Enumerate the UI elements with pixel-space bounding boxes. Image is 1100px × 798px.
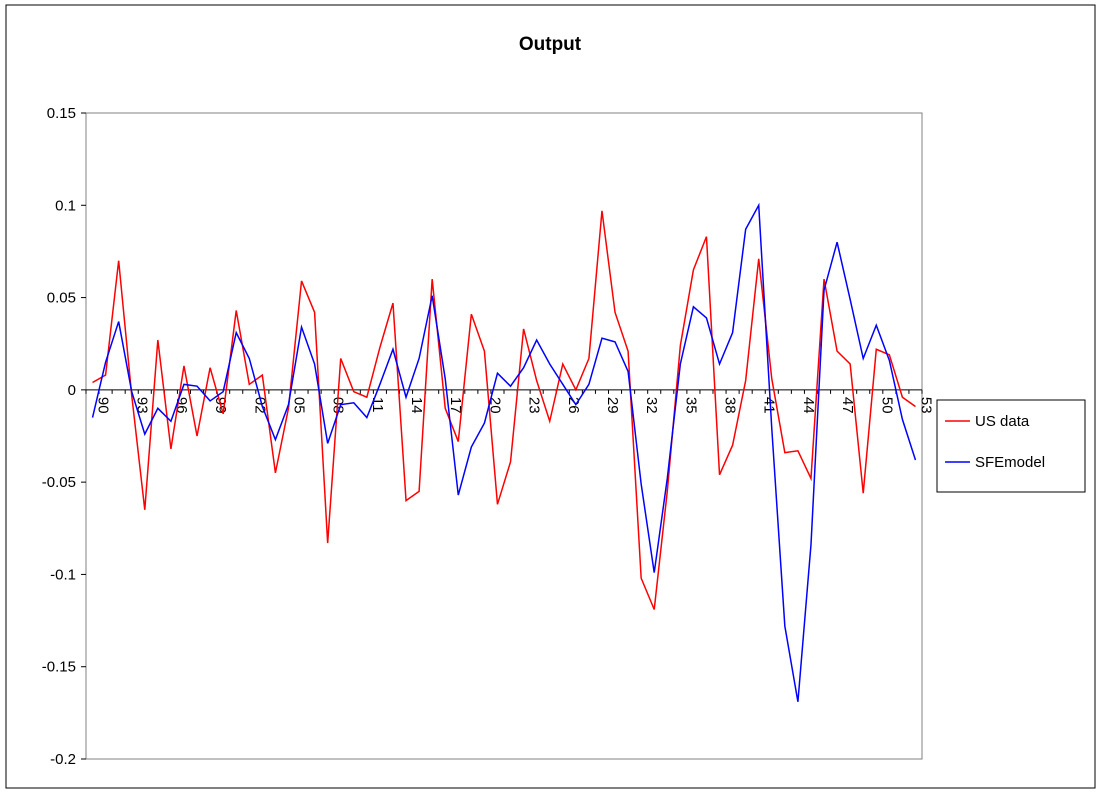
y-tick-label: 0 [68,382,76,399]
x-tick-label: 38 [722,397,739,414]
plot-area [85,112,923,760]
y-tick-label: -0.15 [42,659,76,676]
x-tick-label: 41 [761,397,778,414]
x-tick-label: 96 [173,397,190,414]
legend-label-us-data: US data [975,413,1030,430]
x-tick-label: 23 [526,397,543,414]
x-tick-label: 93 [134,397,151,414]
y-tick-label: -0.2 [50,751,76,768]
series-line-1 [91,202,917,702]
legend: US data SFEmodel [936,399,1086,493]
x-tick-label: 14 [408,397,425,414]
x-tick-label: 90 [95,397,112,414]
x-tick-label: 47 [839,397,856,414]
x-tick-label: 05 [290,397,307,414]
y-axis: 0.15 0.1 0.05 0 -0.05 -0.1 -0.15 -0.2 [42,105,86,768]
series-layer [91,202,917,702]
legend-label-sfemodel: SFEmodel [975,454,1045,471]
x-tick-label: 53 [917,397,934,414]
x-tick-label: 50 [878,397,895,414]
y-tick-label: -0.1 [50,566,76,583]
x-tick-label: 32 [643,397,660,414]
x-tick-label: 29 [604,397,621,414]
legend-box [936,399,1086,493]
y-tick-label: -0.05 [42,474,76,491]
y-tick-label: 0.15 [47,105,76,122]
x-tick-label: 17 [447,397,464,414]
y-tick-label: 0.05 [47,290,76,307]
chart-title: Output [519,34,582,55]
x-tick-label: 44 [800,397,817,414]
y-tick-label: 0.1 [55,197,76,214]
x-tick-label: 35 [682,397,699,414]
